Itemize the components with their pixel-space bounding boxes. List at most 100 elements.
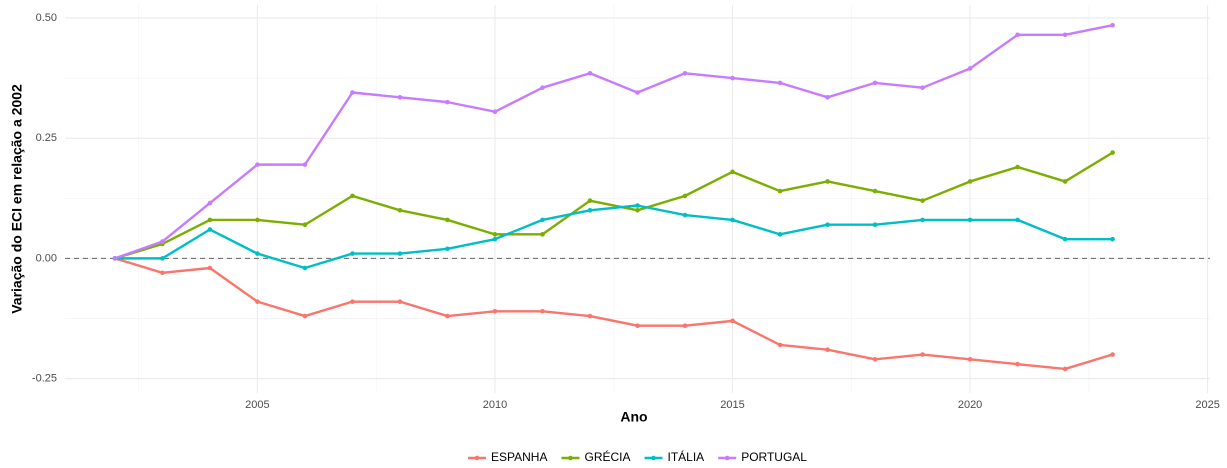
series-line (114, 257, 1113, 371)
data-point (967, 179, 973, 184)
data-point (635, 203, 640, 208)
legend-label: ITÁLIA (668, 449, 705, 464)
x-tick-label: 2025 (1195, 399, 1219, 411)
data-point (682, 212, 688, 218)
data-point (160, 256, 165, 261)
data-point (492, 232, 498, 237)
data-point (160, 270, 165, 276)
data-point (872, 80, 878, 86)
data-point (302, 265, 308, 271)
data-point (302, 313, 308, 319)
data-point (1015, 361, 1020, 367)
data-point (825, 179, 830, 184)
data-point (872, 188, 878, 194)
data-point (967, 66, 973, 71)
data-point (540, 232, 545, 237)
data-point (207, 217, 213, 223)
data-point (1110, 352, 1115, 357)
data-point (635, 90, 640, 95)
data-point (112, 256, 118, 261)
data-point (397, 207, 403, 213)
data-point (255, 162, 260, 167)
x-tick-label: 2005 (245, 399, 269, 411)
data-point (350, 90, 355, 95)
data-point (1015, 164, 1020, 170)
data-point (540, 85, 545, 90)
series-line (114, 204, 1113, 270)
data-point (1062, 366, 1068, 372)
data-point (682, 70, 688, 76)
series-line (114, 151, 1114, 260)
data-point (730, 318, 735, 324)
data-point (540, 217, 545, 223)
data-point (445, 246, 450, 252)
data-point (920, 352, 925, 357)
data-point (587, 207, 593, 213)
data-point (492, 236, 498, 242)
x-tick-label: 2020 (958, 399, 982, 411)
data-point (635, 207, 640, 213)
y-tick-label: 0.50 (36, 12, 57, 24)
data-point (1110, 150, 1115, 155)
legend-swatch-dot (651, 455, 656, 461)
grid (65, 5, 1210, 393)
data-point (255, 217, 260, 223)
y-tick-label: 0.00 (36, 252, 57, 264)
data-point (255, 299, 260, 304)
data-point (397, 95, 403, 100)
data-point (445, 99, 450, 105)
data-point (1110, 236, 1115, 242)
data-point (777, 232, 783, 237)
data-point (302, 162, 308, 167)
data-point (207, 200, 213, 206)
legend-swatch-dot (568, 455, 573, 461)
data-point (540, 308, 545, 314)
data-point (587, 198, 593, 203)
data-point (920, 198, 925, 203)
data-point (1062, 179, 1068, 184)
data-point (825, 95, 830, 100)
legend-label: ESPANHA (491, 450, 547, 464)
data-point (730, 217, 735, 223)
data-point (1062, 236, 1068, 242)
data-point (397, 251, 403, 256)
data-point (397, 299, 403, 304)
data-point (967, 357, 973, 362)
y-tick-label: -0.25 (32, 372, 57, 384)
y-axis-title: Variação do ECI em relação a 2002 (9, 84, 25, 314)
data-point (967, 217, 973, 223)
data-point (492, 308, 498, 314)
data-point (730, 169, 735, 175)
data-point (1110, 22, 1115, 28)
data-point (920, 85, 925, 90)
legend: ESPANHA GRÉCIA ITÁLIA PORTUGAL (468, 449, 807, 464)
data-point (445, 217, 450, 223)
data-point (872, 357, 878, 362)
data-point (730, 75, 735, 81)
legend-swatch-dot (724, 455, 730, 461)
data-point (350, 251, 355, 256)
x-axis-title: Ano (620, 409, 647, 425)
series-line (114, 24, 1113, 260)
data-point (207, 265, 213, 271)
data-point (777, 188, 783, 194)
data-point (350, 193, 355, 199)
data-point (445, 313, 450, 319)
data-point (682, 323, 688, 328)
data-point (825, 347, 830, 353)
y-tick-label: 0.25 (36, 132, 57, 144)
data-point (920, 217, 925, 223)
data-point (872, 222, 878, 228)
data-point (1062, 32, 1068, 38)
legend-label: PORTUGAL (741, 450, 807, 464)
legend-label: GRÉCIA (584, 449, 630, 464)
data-point (825, 222, 830, 228)
data-point (492, 109, 498, 115)
legend-swatch-dot (474, 455, 480, 461)
data-point (1015, 32, 1020, 38)
data-point (635, 323, 640, 328)
data-point (160, 239, 165, 244)
data-point (777, 342, 783, 348)
data-point (587, 70, 593, 76)
